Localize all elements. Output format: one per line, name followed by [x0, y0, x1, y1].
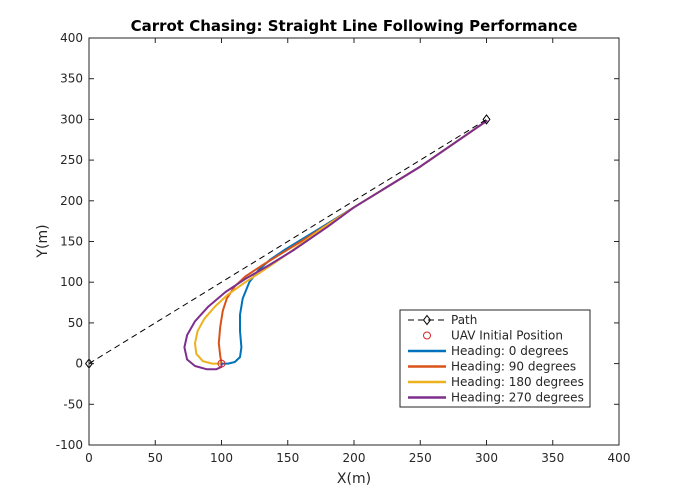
legend-label: Heading: 90 degrees: [451, 360, 576, 374]
y-tick-label: 0: [75, 357, 83, 371]
legend-label: Heading: 270 degrees: [451, 391, 584, 405]
y-tick-label: 250: [60, 153, 83, 167]
legend-initial-marker: [423, 331, 431, 340]
ticks-layer: 0 50 100 150 200 250 300 350 400 -100 -50 0 50 100 150…: [56, 31, 631, 465]
y-tick-label: 150: [60, 235, 83, 249]
path-marker-1: [482, 114, 491, 125]
y-tick-label: 100: [60, 275, 83, 289]
y-tick-label: 300: [60, 112, 83, 126]
initial-position-marker: [217, 359, 226, 368]
legend-label: Path: [451, 313, 477, 327]
x-tick-label: 100: [210, 451, 233, 465]
x-axis-label: X(m): [337, 471, 371, 487]
x-tick-label: 250: [409, 451, 432, 465]
x-tick-label: 150: [276, 451, 299, 465]
series-layer: [183, 120, 488, 371]
y-tick-label: 50: [68, 316, 83, 330]
x-tick-label: 300: [475, 451, 498, 465]
x-tick-label: 350: [541, 451, 564, 465]
legend-path-marker: [423, 314, 431, 326]
y-tick-label: 400: [60, 31, 83, 45]
y-tick-label: -50: [63, 397, 83, 411]
legend-box: [399, 309, 591, 408]
x-tick-label: 200: [343, 451, 366, 465]
path-line: [88, 118, 487, 365]
legend-label: Heading: 180 degrees: [451, 375, 584, 389]
legend-label: UAV Initial Position: [451, 329, 563, 343]
x-tick-label: 50: [148, 451, 163, 465]
legend-label: Heading: 0 degrees: [451, 344, 569, 358]
series-line-3: [183, 120, 488, 371]
y-tick-label: 350: [60, 72, 83, 86]
y-axis-label: Y(m): [35, 224, 51, 258]
chart-title: Carrot Chasing: Straight Line Following …: [131, 17, 578, 35]
x-tick-label: 0: [85, 451, 93, 465]
y-tick-label: -100: [56, 438, 83, 452]
y-tick-label: 200: [60, 194, 83, 208]
x-tick-label: 400: [608, 451, 631, 465]
